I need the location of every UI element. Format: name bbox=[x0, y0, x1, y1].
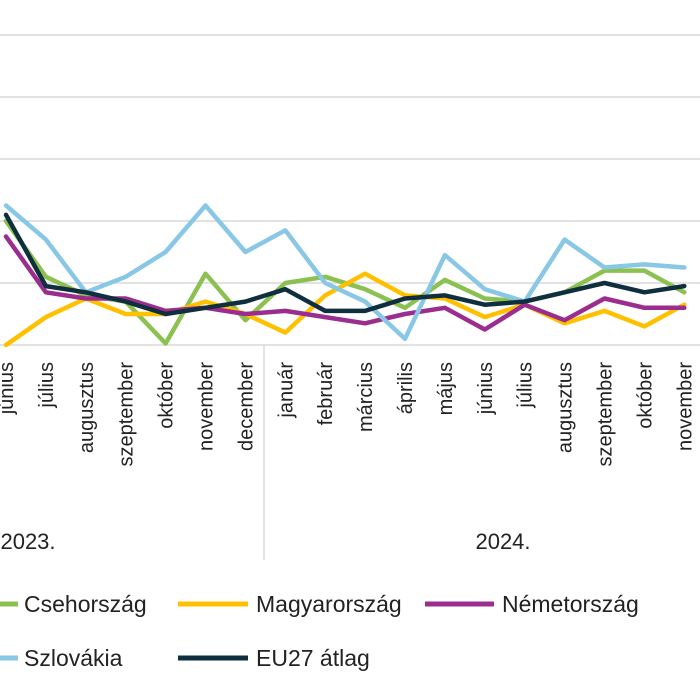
x-tick-label: június bbox=[475, 362, 497, 415]
year-labels: 2023. 2024. bbox=[0, 529, 530, 554]
x-tick-label: június bbox=[0, 362, 18, 415]
x-tick-label: október bbox=[634, 362, 656, 429]
x-tick-label: december bbox=[235, 362, 257, 451]
series-line-4 bbox=[3, 203, 687, 342]
series-line-2 bbox=[3, 271, 687, 348]
gridlines bbox=[0, 34, 700, 284]
x-tick-label: augusztus bbox=[555, 362, 577, 453]
x-tick-label: szeptember bbox=[116, 362, 138, 467]
legend-label: Szlovákia bbox=[24, 645, 123, 671]
x-tick-labels: június július augusztus szeptember október no… bbox=[0, 362, 696, 467]
legend-label: EU27 átlag bbox=[256, 645, 370, 671]
legend: Csehország Magyarország Németország Szlovák… bbox=[0, 591, 639, 671]
year-label: 2023. bbox=[0, 529, 55, 554]
legend-label: Csehország bbox=[24, 591, 147, 617]
year-label: 2024. bbox=[475, 529, 530, 554]
x-tick-label: április bbox=[395, 362, 417, 414]
x-tick-label: február bbox=[315, 362, 337, 426]
series-lines bbox=[3, 203, 687, 348]
x-tick-label: május bbox=[435, 362, 457, 415]
x-tick-label: július bbox=[515, 362, 537, 409]
series-line-5 bbox=[3, 212, 687, 317]
legend-label: Magyarország bbox=[256, 591, 402, 617]
x-tick-label: szeptember bbox=[595, 362, 617, 467]
legend-label: Németország bbox=[502, 591, 639, 617]
x-tick-label: január bbox=[275, 362, 297, 419]
x-tick-label: november bbox=[196, 362, 218, 451]
x-tick-label: március bbox=[355, 362, 377, 432]
x-tick-label: november bbox=[674, 362, 696, 451]
x-tick-label: augusztus bbox=[76, 362, 98, 453]
x-tick-label: július bbox=[36, 362, 58, 409]
x-tick-label: október bbox=[156, 362, 178, 429]
